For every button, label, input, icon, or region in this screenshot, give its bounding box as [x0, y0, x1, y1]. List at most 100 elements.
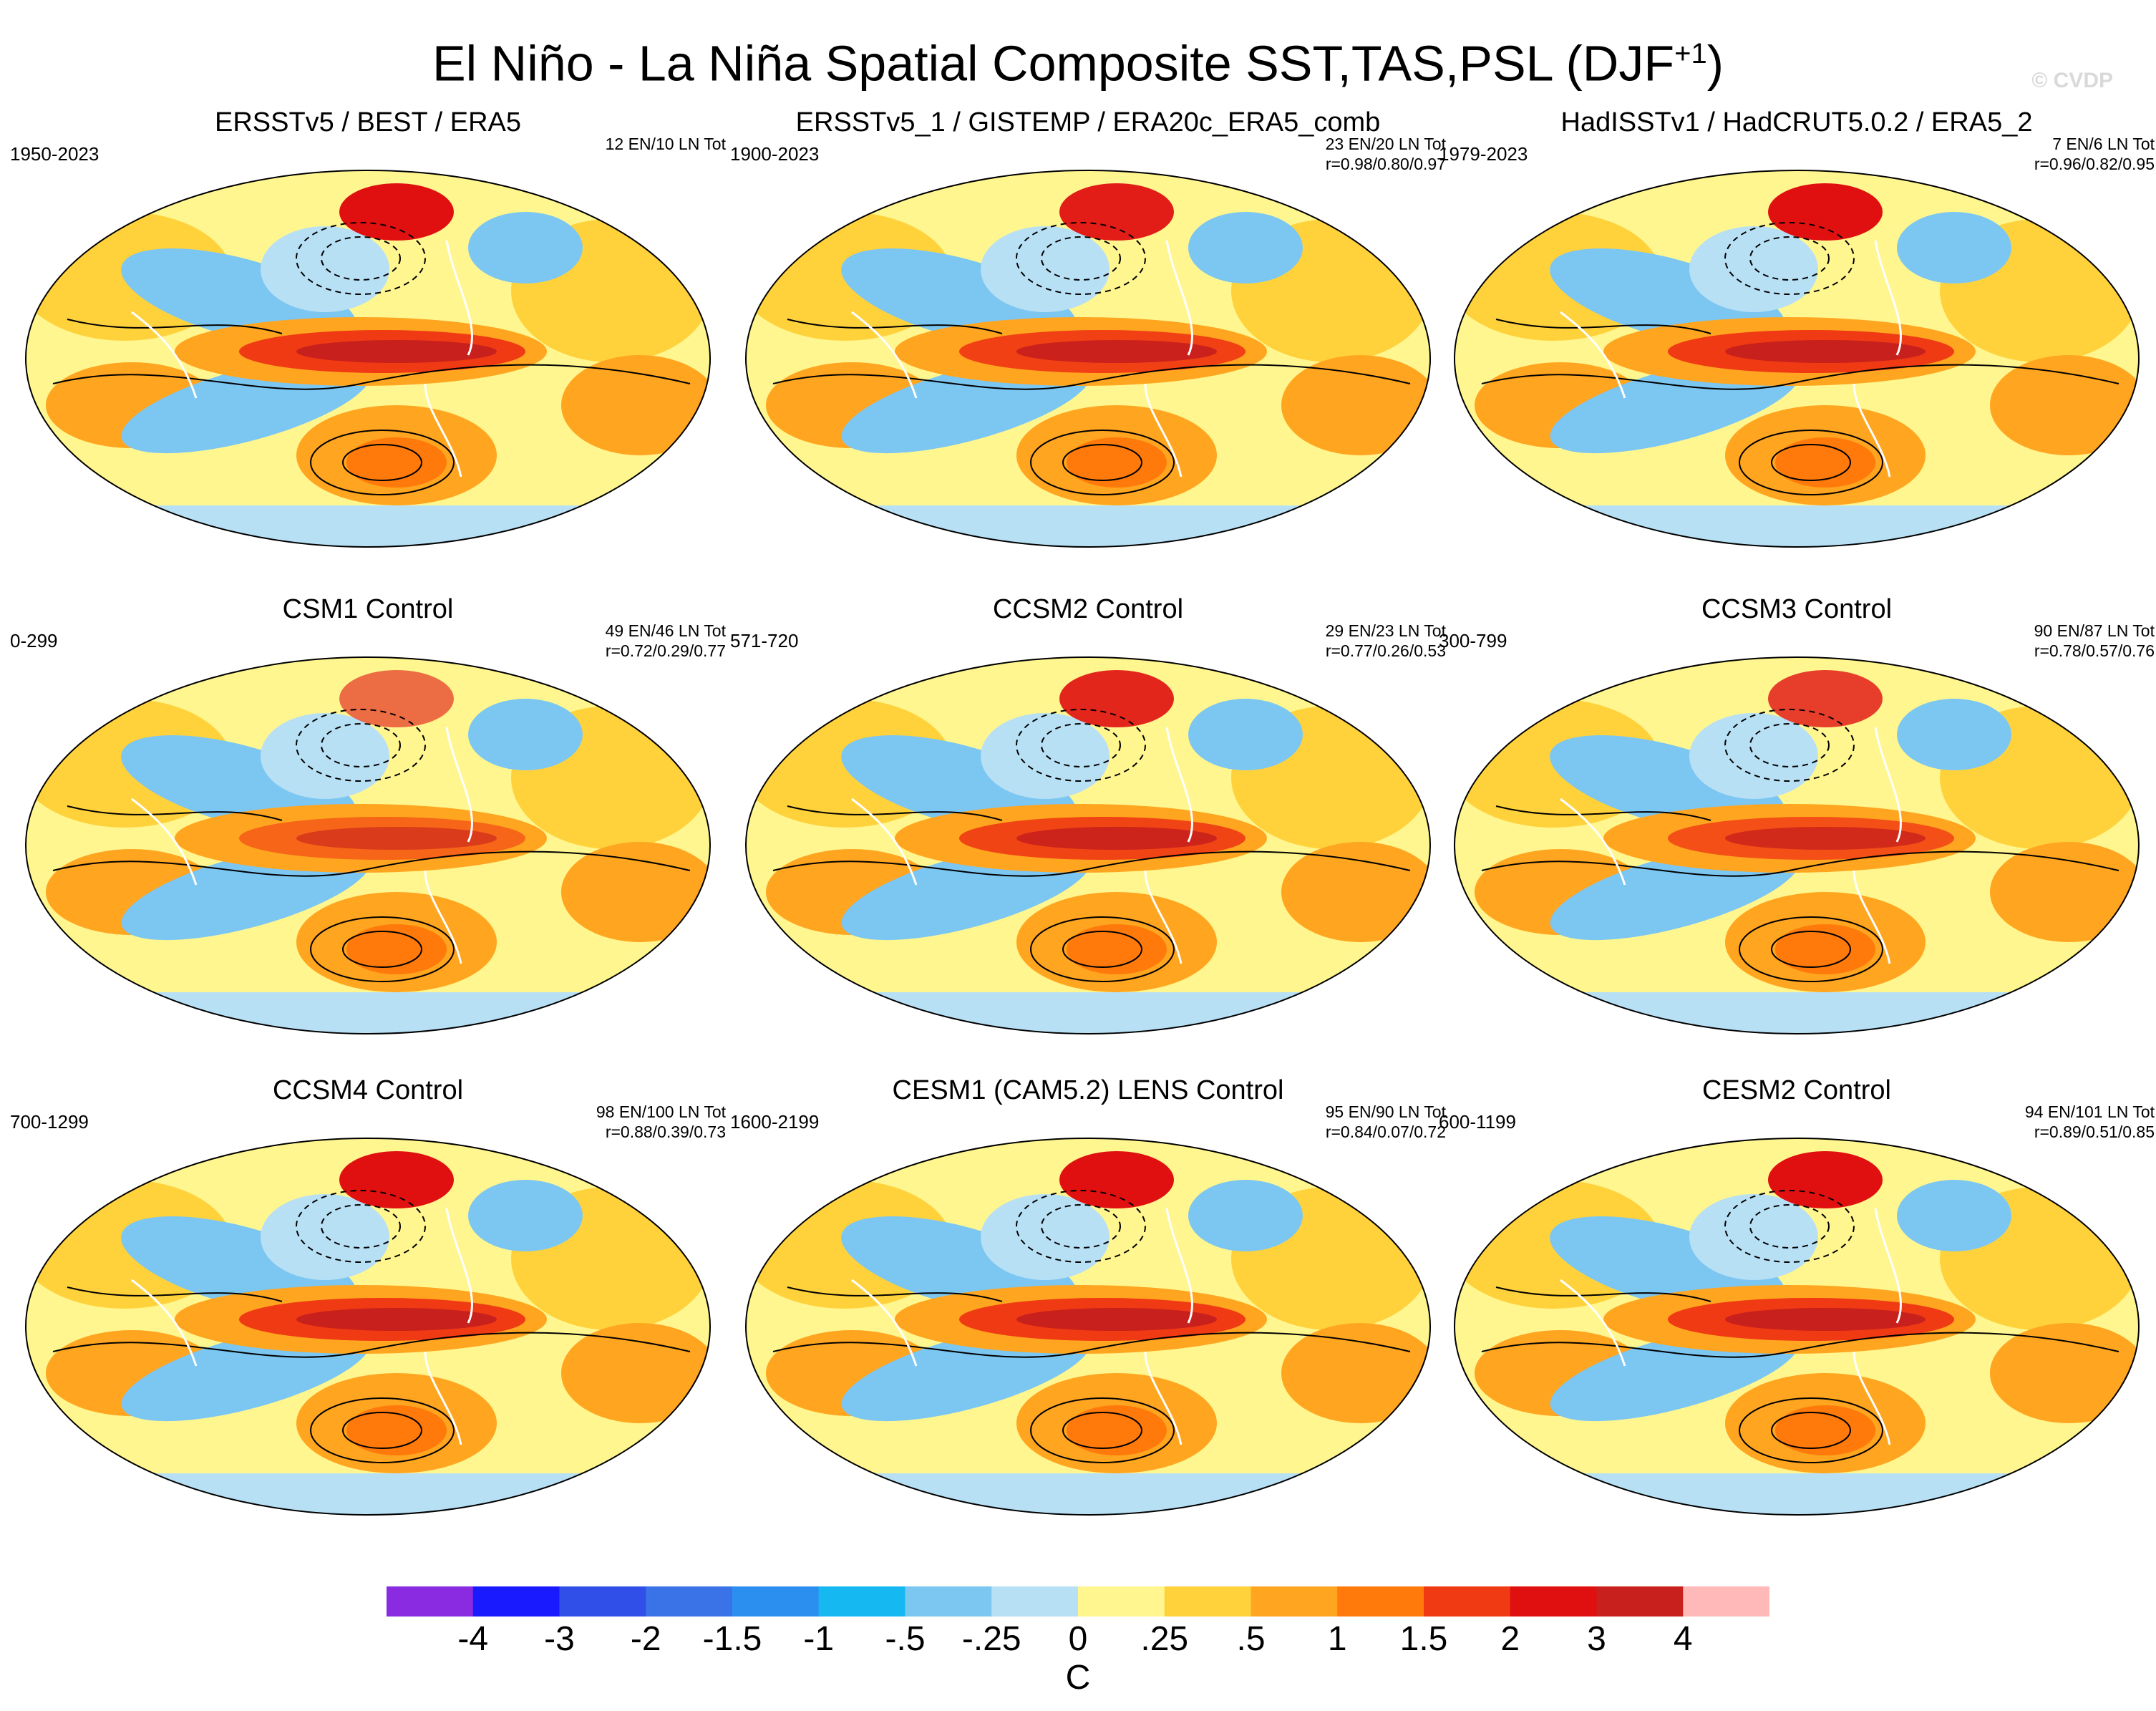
southern-ocean-band [26, 505, 710, 547]
psl-contour-line [67, 1286, 283, 1302]
warm-anomaly-region [561, 355, 710, 455]
alaska-warm-anomaly [1768, 670, 1883, 727]
coastline-south-america [1144, 383, 1183, 478]
composite-map [745, 170, 1431, 548]
composite-map [1454, 1138, 2140, 1516]
panel-correlations: r=0.88/0.39/0.73 [605, 1123, 726, 1141]
psl-contour-high [1062, 1412, 1142, 1449]
colorbar-swatch [387, 1586, 474, 1617]
coastline-asia [131, 311, 198, 399]
panel-event-counts: 7 EN/6 LN Tot [2052, 135, 2155, 153]
colorbar-swatch [1078, 1586, 1165, 1617]
psl-contour-low [1016, 222, 1146, 295]
coastline-south-america [1852, 1351, 1891, 1445]
coastline-north-america [1165, 1208, 1193, 1324]
el-nino-tongue-core [1725, 827, 1926, 850]
warm-anomaly-region [1281, 842, 1430, 942]
colorbar-tick-label: 0 [1068, 1620, 1088, 1658]
coastline-asia [1560, 311, 1626, 399]
psl-contour-line [787, 1286, 1003, 1302]
psl-contour-line [67, 805, 283, 821]
map-panel: CCSM3 Control 300-799 90 EN/87 LN Tot r=0.7… [1439, 593, 2155, 1051]
colorbar-tick-labels: -4 -3 -2 -1.5 -1 -.5 -.25 0 .25 .5 1 1.5 2 3 4 [0, 1619, 2156, 1662]
southern-ocean-band [1455, 992, 2139, 1034]
panel-event-counts: 49 EN/46 LN Tot [605, 621, 726, 640]
panel-title: CESM2 Control [1702, 1075, 1891, 1105]
coastline-asia [851, 1279, 918, 1367]
psl-contour-low [1041, 1204, 1121, 1249]
page-title: El Niño - La Niña Spatial Composite SST,… [432, 35, 1724, 92]
panel-years: 571-720 [730, 630, 799, 651]
el-nino-tongue-core [1016, 827, 1217, 850]
psl-contour-high [1062, 931, 1142, 968]
coastline-south-america [424, 383, 462, 478]
warm-anomaly-region [561, 842, 710, 942]
map-panel: CCSM4 Control 700-1299 98 EN/100 LN Tot r=0… [10, 1074, 726, 1532]
colorbar-swatch [1337, 1586, 1424, 1617]
psl-contour-line [52, 850, 691, 877]
colorbar-swatch [472, 1586, 560, 1617]
panel-years: 1900-2023 [730, 143, 820, 165]
panel-title: CESM1 (CAM5.2) LENS Control [892, 1075, 1284, 1105]
psl-contour-high [1030, 430, 1175, 495]
colorbar-tick-label: .5 [1236, 1620, 1266, 1658]
psl-contour-high [1771, 931, 1851, 968]
cool-anomaly-region [1689, 226, 1818, 312]
panel-event-counts: 98 EN/100 LN Tot [596, 1102, 726, 1121]
composite-map [25, 656, 711, 1034]
cool-anomaly-region [1188, 212, 1303, 283]
warm-anomaly-core [1067, 1405, 1167, 1455]
panel-event-counts: 95 EN/90 LN Tot [1325, 1102, 1446, 1121]
cool-anomaly-region [981, 713, 1109, 799]
colorbar-swatch [905, 1586, 992, 1617]
el-nino-tongue-core [1016, 1308, 1217, 1331]
colorbar-tick-label: -.5 [885, 1620, 926, 1658]
coastline-asia [131, 798, 198, 886]
psl-contour-low [1016, 709, 1146, 782]
cool-anomaly-region [261, 713, 389, 799]
coastline-north-america [1165, 240, 1193, 356]
colorbar-swatch [1510, 1586, 1597, 1617]
title-superscript: +1 [1674, 38, 1707, 69]
colorbar [387, 1586, 1769, 1617]
map-panel: CSM1 Control 0-299 49 EN/46 LN Tot r=0.72/0… [10, 593, 726, 1051]
alaska-warm-anomaly [1059, 183, 1174, 241]
colorbar-swatch [991, 1586, 1079, 1617]
cool-anomaly-region [1897, 212, 2011, 283]
colorbar-swatch [818, 1586, 905, 1617]
coastline-south-america [1852, 870, 1891, 964]
cool-anomaly-region [1188, 699, 1303, 770]
psl-contour-line [772, 850, 1411, 877]
colorbar-swatch [1164, 1586, 1251, 1617]
colorbar-tick-label: -3 [544, 1620, 575, 1658]
coastline-asia [851, 798, 918, 886]
southern-ocean-band [1455, 505, 2139, 547]
cool-anomaly-region [1188, 1180, 1303, 1251]
alaska-warm-anomaly [339, 183, 454, 241]
colorbar-tick-label: -4 [457, 1620, 489, 1658]
map-panel: CESM1 (CAM5.2) LENS Control 1600-2199 95 E… [730, 1074, 1446, 1532]
psl-contour-line [787, 805, 1003, 821]
coastline-asia [1560, 1279, 1626, 1367]
el-nino-tongue-core [1725, 340, 1926, 363]
panel-years: 600-1199 [1439, 1111, 1516, 1133]
psl-contour-line [67, 319, 283, 334]
coastline-asia [851, 311, 918, 399]
psl-contour-line [1495, 319, 1711, 334]
psl-contour-low [1724, 709, 1855, 782]
warm-anomaly-region [1281, 1323, 1430, 1423]
panel-title: CCSM4 Control [272, 1075, 464, 1105]
coastline-north-america [445, 727, 473, 843]
psl-contour-low [1749, 236, 1830, 281]
colorbar-swatch [1683, 1586, 1769, 1617]
psl-contour-low [1749, 723, 1830, 767]
panel-correlations: r=0.84/0.07/0.72 [1325, 1123, 1446, 1141]
panel-title: HadISSTv1 / HadCRUT5.0.2 / ERA5_2 [1560, 107, 2033, 137]
map-panel: ERSSTv5_1 / GISTEMP / ERA20c_ERA5_comb 19… [730, 106, 1446, 564]
coastline-north-america [1165, 727, 1193, 843]
psl-contour-low [321, 236, 401, 281]
cvdp-watermark: © CVDP [2031, 69, 2113, 92]
alaska-warm-anomaly [1768, 1151, 1883, 1208]
cool-anomaly-region [1897, 1180, 2011, 1251]
cool-anomaly-region [261, 1194, 389, 1280]
